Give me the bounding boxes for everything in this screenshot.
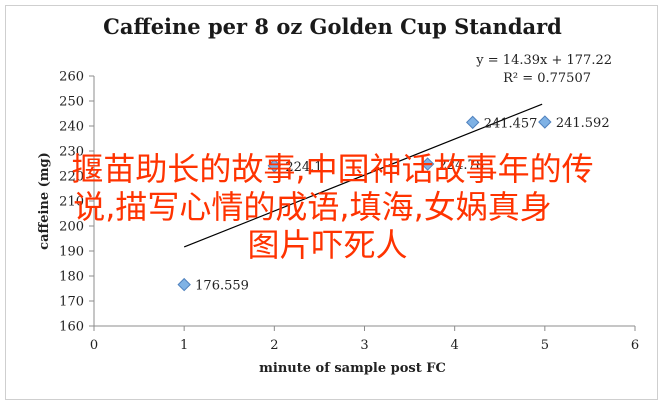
x-tick-label: 0 (90, 338, 98, 353)
trendline-r-squared: R² = 0.77507 (503, 71, 591, 86)
y-tick-label: 200 (59, 220, 84, 235)
x-tick-label: 2 (270, 338, 278, 353)
y-tick-label: 170 (59, 295, 84, 310)
data-point (177, 277, 191, 292)
chart-title: Caffeine per 8 oz Golden Cup Standard (103, 14, 562, 39)
y-tick-label: 160 (59, 320, 84, 335)
x-axis-title: minute of sample post FC (259, 361, 446, 376)
data-label: 241.457 (484, 116, 538, 131)
trendline (183, 103, 543, 248)
y-tick-label: 180 (59, 270, 84, 285)
data-label: 224.1 (285, 160, 322, 175)
y-tick-label: 250 (59, 95, 84, 110)
x-tick-label: 3 (360, 338, 368, 353)
data-point (465, 115, 480, 130)
data-label: 176.559 (195, 279, 249, 294)
x-tick-label: 5 (541, 338, 549, 353)
data-point (538, 115, 552, 129)
y-tick-label: 230 (59, 145, 84, 160)
x-tick-label: 1 (180, 338, 188, 353)
x-tick-label: 4 (451, 338, 459, 353)
y-tick-label: 190 (59, 245, 84, 260)
y-tick-label: 240 (59, 120, 84, 135)
chart-frame (5, 5, 658, 400)
trendline-equation: y = 14.39x + 177.22 (475, 53, 612, 68)
data-point (420, 157, 435, 171)
y-tick-label: 210 (59, 195, 84, 210)
x-tick-label: 6 (631, 338, 639, 353)
y-tick-label: 260 (59, 70, 84, 85)
data-label: 224.78 (439, 158, 485, 173)
y-tick-label: 220 (59, 170, 84, 185)
data-label: 241.592 (556, 116, 610, 131)
data-point (267, 159, 282, 173)
y-axis-title: caffeine (mg) (37, 152, 52, 250)
